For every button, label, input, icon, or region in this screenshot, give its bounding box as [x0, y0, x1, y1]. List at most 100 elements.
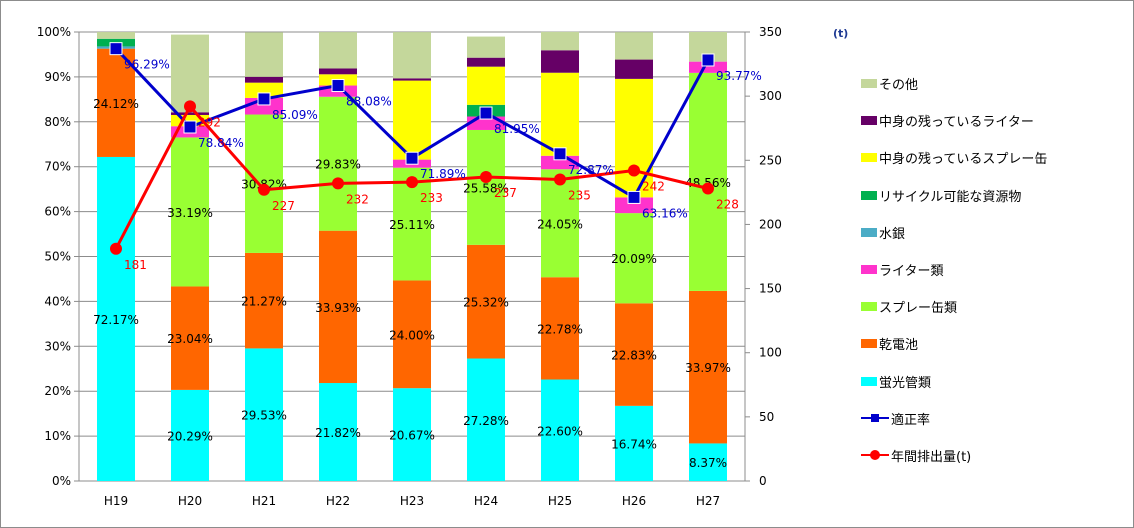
legend-swatch [861, 339, 877, 349]
x-axis-tick-label: H24 [474, 494, 498, 508]
legend-label: ライター類 [879, 264, 944, 280]
right-axis-tick-label: 200 [759, 217, 782, 231]
bar-segment [541, 31, 579, 51]
bar-segment [393, 32, 431, 79]
bar-data-labels: 72.17% 24.12% 20.29% 23.04% 33.19% 29.53% 21.2… [93, 97, 731, 470]
bar-segment-label: 24.00% [389, 328, 435, 342]
legend-item: 中身の残っているライター [861, 102, 1121, 139]
line-marker [479, 106, 493, 120]
bar-segment [615, 405, 653, 481]
line-data-label: 292 [198, 115, 221, 129]
left-axis-tick-label: 70% [44, 160, 71, 174]
bar-segment-label: 22.60% [537, 424, 583, 438]
line-marker [258, 183, 270, 196]
legend-label: 適正率 [891, 412, 931, 428]
bar-segment [541, 379, 579, 481]
legend-swatch [861, 227, 877, 237]
bar-segment-label: 20.09% [611, 252, 657, 266]
bar-segment [615, 78, 653, 198]
bar-segment [689, 61, 727, 73]
left-axis-tick-label: 100% [37, 25, 71, 39]
line-data-label: 63.16% [642, 206, 688, 220]
bar-segment-label: 27.28% [463, 414, 509, 428]
legend-item: ライター類 [861, 251, 1121, 288]
bar-segment-label: 29.83% [315, 158, 361, 172]
bar-segment [541, 72, 579, 156]
bar-segment [615, 303, 653, 406]
bar-segment [171, 286, 209, 390]
line-marker [406, 176, 418, 189]
line-marker [110, 242, 122, 255]
bar-segment-label: 33.19% [167, 206, 213, 220]
line-marker [701, 53, 715, 67]
legend-line-swatch [861, 449, 889, 461]
bar-segment [467, 358, 505, 481]
line-data-label: 71.89% [420, 167, 466, 181]
line-data-label: 78.84% [198, 136, 244, 150]
right-axis-tick-label: 100 [759, 346, 782, 360]
bar-segment [393, 280, 431, 389]
x-axis-tick-label: H21 [252, 494, 276, 508]
legend-swatch [861, 79, 877, 89]
left-axis-tick-label: 50% [44, 250, 71, 264]
bar-segment-label: 29.53% [241, 409, 287, 423]
legend-item: その他 [861, 65, 1121, 102]
left-axis-tick-label: 20% [44, 384, 71, 398]
x-axis-tick-label: H26 [622, 494, 646, 508]
bar-segment-label: 25.32% [463, 296, 509, 310]
bar-segment [171, 34, 209, 113]
bar-segment [467, 129, 505, 245]
legend-swatch [861, 265, 877, 275]
line-marker [627, 190, 641, 204]
line-data-label: 81.95% [494, 122, 540, 136]
line-marker [405, 151, 419, 165]
legend-marker [870, 450, 880, 461]
left-axis-tick-label: 40% [44, 294, 71, 308]
line-data-label: 96.29% [124, 58, 170, 72]
bar-segment [393, 78, 431, 81]
bar-segment [245, 114, 283, 253]
x-axis-tick-label: H23 [400, 494, 424, 508]
legend-swatch [861, 376, 877, 386]
bar-segment [615, 213, 653, 304]
legend: その他 中身の残っているライター 中身の残っているスプレー缶 リサイクル可能な資源物水… [861, 65, 1121, 474]
bar-segment-label: 24.12% [93, 97, 139, 111]
bar-segment-label: 21.82% [315, 426, 361, 440]
x-axis-tick-label: H22 [326, 494, 350, 508]
bar-segment [97, 48, 135, 157]
left-axis-tick-label: 10% [44, 429, 71, 443]
bar-segment-label: 22.78% [537, 322, 583, 336]
bar-segment [319, 68, 357, 75]
axes: 0% 10% 20% 30% 40% 50% 60% 70% 80% 90% 100% 0 50 100 1… [37, 25, 782, 508]
legend-label: 年間排出量(t) [891, 449, 972, 465]
bar-segment-label: 24.05% [537, 217, 583, 231]
line-marker [184, 100, 196, 113]
bar-segment [97, 156, 135, 481]
right-axis-unit-label: (t) [833, 27, 848, 40]
legend-item: スプレー缶類 [861, 288, 1121, 325]
right-axis-tick-label: 350 [759, 25, 782, 39]
line-data-label: 233 [420, 191, 443, 205]
bar-segment-label: 8.37% [689, 456, 727, 470]
bar-segment [171, 389, 209, 481]
line-marker [109, 42, 123, 56]
bar-segment [541, 50, 579, 73]
line-data-label: 88.08% [346, 95, 392, 109]
bar-segment [541, 277, 579, 380]
legend-label: その他 [879, 78, 919, 94]
bar-segment [689, 443, 727, 481]
legend-label: リサイクル可能な資源物 [879, 189, 1022, 205]
left-axis-tick-label: 60% [44, 205, 71, 219]
left-axis-tick-label: 0% [52, 474, 71, 488]
legend-label: 水銀 [879, 226, 906, 242]
bar-segment [689, 72, 727, 291]
line-marker [480, 170, 492, 183]
line-marker [332, 177, 344, 190]
legend-line-swatch [861, 412, 889, 424]
legend-swatch [861, 116, 877, 126]
legend-item: 適正率 [861, 400, 1121, 437]
legend-item: リサイクル可能な資源物 [861, 177, 1121, 214]
line-marker [628, 164, 640, 177]
x-axis-tick-label: H25 [548, 494, 572, 508]
right-axis-tick-label: 150 [759, 282, 782, 296]
